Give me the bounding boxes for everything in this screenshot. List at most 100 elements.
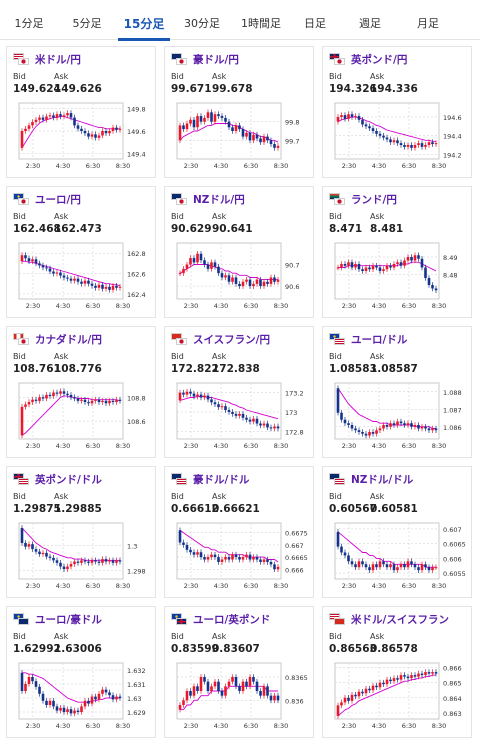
rate-card[interactable]: NZドル/ドル Bid Ask 0.60567 0.60581 0.607 0.6065 0.… — [322, 466, 472, 598]
candle — [371, 564, 375, 571]
candle — [354, 264, 357, 268]
pair-name[interactable]: ユーロ/円 — [35, 193, 81, 206]
candle — [62, 115, 66, 117]
pair-name[interactable]: ユーロ/英ポンド — [193, 613, 271, 626]
currency-flags-icon — [171, 473, 187, 485]
ask-label: Ask — [370, 632, 385, 641]
candle — [368, 432, 371, 436]
pair-name[interactable]: NZドル/円 — [193, 193, 245, 206]
currency-flags-icon — [329, 53, 345, 65]
candle — [385, 137, 389, 140]
bid-label: Bid — [13, 352, 26, 361]
currency-flags-icon — [13, 53, 29, 65]
pair-name[interactable]: 英ポンド/ドル — [35, 473, 102, 486]
x-tick-label: 4:30 — [56, 162, 71, 170]
pair-name[interactable]: 米ドル/円 — [35, 53, 81, 66]
pair-name[interactable]: カナダドル/円 — [35, 333, 102, 346]
tab-weekly[interactable]: 週足 — [359, 17, 381, 30]
pair-name[interactable]: 米ドル/スイスフラン — [351, 613, 450, 626]
card-header: NZドル/円 — [171, 191, 245, 207]
candle — [273, 695, 276, 701]
rate-card[interactable]: NZドル/円 Bid Ask 90.629 90.641 90.7 90.6 2:30 4:30… — [164, 186, 314, 318]
candle — [234, 277, 238, 284]
pair-name[interactable]: ランド/円 — [351, 193, 397, 206]
candle — [245, 417, 248, 420]
candle — [340, 264, 343, 268]
x-tick-label: 6:30 — [244, 162, 259, 170]
candle — [118, 128, 122, 130]
pair-name[interactable]: NZドル/ドル — [351, 473, 414, 486]
rate-card[interactable]: 米ドル/スイスフラン Bid Ask 0.86563 0.86578 0.866 0.865… — [322, 606, 472, 738]
candle — [41, 693, 45, 701]
tab-monthly[interactable]: 月足 — [417, 17, 439, 30]
rate-card[interactable]: 英ポンド/ドル Bid Ask 1.29875 1.29885 1.3 1.298 2:30 4… — [6, 466, 156, 598]
rate-card[interactable]: 豪ドル/ドル Bid Ask 0.66612 0.66621 0.6675 0.667 0.6… — [164, 466, 314, 598]
rate-card[interactable]: ユーロ/ドル Bid Ask 1.08583 1.08587 1.088 1.087 1.08… — [322, 326, 472, 458]
tab-daily[interactable]: 日足 — [304, 17, 326, 30]
rate-card[interactable]: ランド/円 Bid Ask 8.471 8.481 8.49 8.48 2:30 4:30 6:3… — [322, 186, 472, 318]
pair-name[interactable]: ユーロ/ドル — [351, 333, 408, 346]
candle — [403, 260, 406, 266]
candle — [104, 689, 108, 693]
rate-card[interactable]: ユーロ/英ポンド Bid Ask 0.83599 0.83607 0.8365 0.836 2… — [164, 606, 314, 738]
y-tick-label: 90.6 — [285, 283, 299, 291]
rate-card[interactable]: ユーロ/円 Bid Ask 162.468 162.473 162.8 162.6 162.4… — [6, 186, 156, 318]
card-header: 豪ドル/円 — [171, 51, 239, 67]
candle — [269, 140, 273, 145]
candle — [41, 265, 45, 268]
rate-card[interactable]: 豪ドル/円 Bid Ask 99.671 99.678 99.8 99.7 2:30 4:30 6… — [164, 46, 314, 178]
plot-area — [334, 522, 440, 580]
candle — [378, 682, 382, 688]
x-tick-label: 6:30 — [86, 722, 101, 730]
rate-card[interactable]: 英ポンド/円 Bid Ask 194.326 194.336 194.6 194.4 194.… — [322, 46, 472, 178]
candle — [224, 686, 227, 696]
tab-15min[interactable]: 15分足 — [118, 0, 170, 41]
ask-value: 162.473 — [54, 223, 102, 235]
candle — [350, 114, 354, 117]
candle — [343, 115, 347, 119]
candle — [199, 552, 203, 558]
x-tick-label: 8:30 — [432, 442, 447, 450]
ask-value: 0.83607 — [212, 643, 260, 655]
tab-1hour[interactable]: 1時間足 — [241, 17, 281, 30]
candle — [375, 131, 378, 134]
candle — [34, 549, 38, 552]
y-tick-label: 194.6 — [443, 114, 462, 122]
pair-name[interactable]: スイスフラン/円 — [193, 333, 271, 346]
rate-card[interactable]: スイスフラン/円 Bid Ask 172.822 172.838 173.2 173 172.… — [164, 326, 314, 458]
price-chart: 162.8 162.6 162.4 2:30 4:30 6:30 8:30 — [18, 242, 146, 310]
card-header: NZドル/ドル — [329, 471, 413, 487]
candle — [220, 406, 224, 408]
bid-value: 0.86563 — [329, 643, 377, 655]
ask-label: Ask — [212, 212, 227, 221]
pair-name[interactable]: 英ポンド/円 — [351, 53, 408, 66]
rate-card[interactable]: ユーロ/豪ドル Bid Ask 1.62992 1.63006 1.632 1.631 1.6… — [6, 606, 156, 738]
candle — [62, 566, 66, 570]
tab-5min[interactable]: 5分足 — [72, 17, 102, 30]
rate-card[interactable]: 米ドル/円 Bid Ask 149.624 149.626 149.8 149.6 149.4… — [6, 46, 156, 178]
candle — [217, 114, 220, 117]
candle — [431, 142, 434, 145]
candle — [276, 695, 280, 701]
bid-value: 172.822 — [171, 363, 219, 375]
tab-1min[interactable]: 1分足 — [14, 17, 44, 30]
pair-name[interactable]: ユーロ/豪ドル — [35, 613, 102, 626]
rate-card[interactable]: カナダドル/円 Bid Ask 108.761 108.776 108.8 108.6 2:3… — [6, 326, 156, 458]
candle — [276, 566, 280, 570]
candle — [406, 257, 410, 261]
x-tick-label: 4:30 — [56, 302, 71, 310]
pair-name[interactable]: 豪ドル/円 — [193, 53, 239, 66]
candle — [364, 688, 368, 694]
x-tick-label: 2:30 — [342, 162, 357, 170]
tab-30min[interactable]: 30分足 — [184, 17, 220, 30]
candle — [231, 277, 234, 282]
x-tick-label: 8:30 — [116, 722, 131, 730]
candle — [403, 564, 406, 568]
pair-name[interactable]: 豪ドル/ドル — [193, 473, 250, 486]
candle — [241, 129, 245, 137]
candle — [31, 122, 34, 126]
candle — [364, 564, 368, 568]
candle — [350, 262, 354, 268]
moving-average-line — [337, 531, 436, 568]
candle — [213, 262, 217, 267]
